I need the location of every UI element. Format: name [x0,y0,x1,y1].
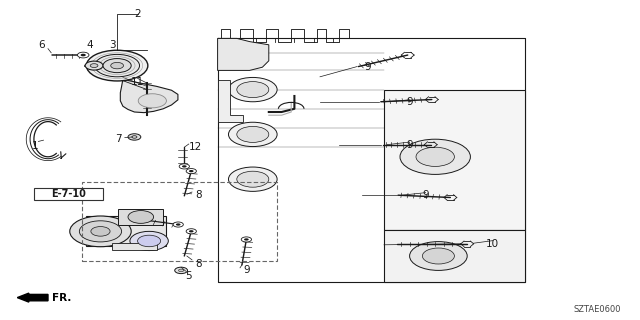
Circle shape [175,267,188,274]
Circle shape [228,167,277,191]
Circle shape [70,216,131,247]
Circle shape [400,139,470,174]
Text: 9: 9 [422,190,429,200]
Text: 8: 8 [195,190,202,200]
Bar [112,243,157,250]
Text: 9: 9 [406,140,413,150]
Text: 10: 10 [486,239,499,249]
Circle shape [186,229,196,234]
Circle shape [179,164,189,169]
Circle shape [81,54,86,56]
Text: 9: 9 [243,265,250,276]
Polygon shape [218,80,243,122]
Text: E-7-10: E-7-10 [51,189,86,199]
Circle shape [179,269,184,272]
Text: 9: 9 [365,62,371,72]
Bar [384,90,525,230]
Circle shape [189,170,193,172]
Circle shape [91,227,110,236]
Circle shape [103,59,131,73]
Bar [384,230,525,282]
Circle shape [95,54,140,77]
Circle shape [241,237,252,242]
Circle shape [228,77,277,102]
Circle shape [176,223,180,226]
Text: 1: 1 [32,140,38,151]
FancyArrow shape [17,293,48,302]
Circle shape [90,64,98,68]
Circle shape [237,82,269,98]
Text: 3: 3 [109,40,115,51]
Circle shape [228,122,277,147]
Polygon shape [120,79,178,113]
Circle shape [138,94,166,108]
Text: 7: 7 [115,134,122,144]
Circle shape [128,134,141,140]
Circle shape [86,50,148,81]
Text: 8: 8 [195,259,202,269]
Circle shape [132,136,137,138]
Circle shape [128,211,154,223]
Polygon shape [218,38,269,70]
Circle shape [244,238,249,241]
Circle shape [77,52,89,58]
Text: 4: 4 [86,40,93,51]
Circle shape [130,231,168,251]
Circle shape [182,165,187,168]
Circle shape [422,248,454,264]
Circle shape [79,221,122,242]
Circle shape [111,62,124,69]
Circle shape [173,222,183,227]
Circle shape [416,147,454,166]
Circle shape [237,171,269,187]
Text: 9: 9 [406,97,413,108]
Circle shape [138,235,161,247]
Text: 12: 12 [189,142,202,152]
Text: 11: 11 [131,76,144,87]
Text: 6: 6 [38,40,45,51]
FancyBboxPatch shape [34,188,103,200]
Circle shape [237,126,269,142]
Circle shape [85,61,103,70]
Circle shape [410,242,467,270]
Bar [86,216,166,246]
Circle shape [189,230,193,232]
Bar [118,209,163,225]
Bar [82,182,277,261]
Text: 2: 2 [134,9,141,20]
Text: SZTAE0600: SZTAE0600 [573,305,621,314]
Text: 5: 5 [186,271,192,281]
Circle shape [186,169,196,174]
Text: FR.: FR. [52,292,72,303]
